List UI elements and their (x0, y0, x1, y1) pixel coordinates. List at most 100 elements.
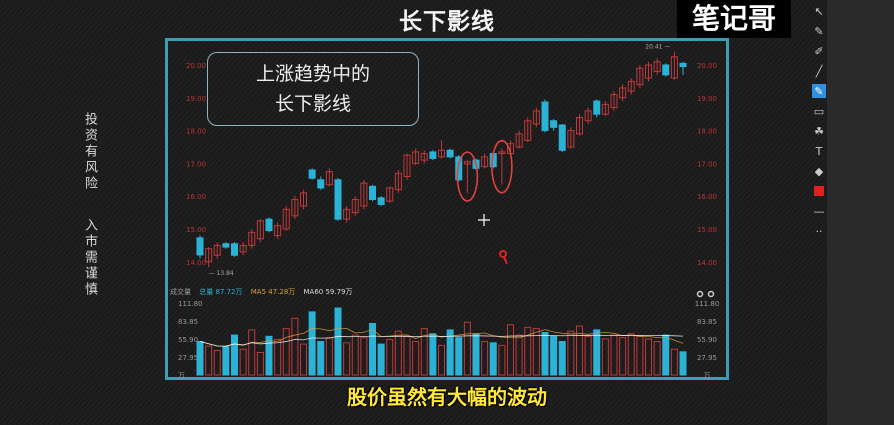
candle-body (679, 62, 687, 68)
price-tick-label: 17.00 (697, 160, 717, 168)
ma5-line (199, 327, 684, 347)
volume-tick-label: 27.95 (697, 354, 717, 362)
candle-body (446, 149, 454, 158)
low-price-label: — 13.84 (209, 270, 234, 277)
candle-body (360, 182, 368, 207)
candle-body (601, 103, 609, 115)
candle-body (593, 100, 601, 115)
subtitle: 股价虽然有大幅的波动 (347, 385, 547, 409)
candle-body (412, 151, 420, 164)
candle-body (662, 64, 670, 76)
volume-bar (679, 351, 687, 376)
ma60-line (199, 334, 684, 347)
highlighter-icon[interactable]: ✎ (812, 84, 826, 98)
candle-body (205, 248, 213, 263)
stroke-width-icon[interactable]: — (813, 204, 825, 218)
candle-body (369, 185, 376, 200)
text-icon[interactable]: T (815, 144, 823, 158)
candle-body (196, 237, 204, 256)
annotation-line2: 长下影线 (274, 93, 351, 115)
volume-bar (446, 329, 454, 376)
logo: 笔记哥 (677, 0, 791, 38)
candle-body (610, 94, 618, 109)
rectangle-icon[interactable]: ▭ (813, 104, 825, 118)
eraser-icon[interactable]: ◆ (814, 164, 824, 178)
volume-bar (239, 348, 247, 376)
volume-bar (601, 338, 609, 376)
price-tick-label: 18.00 (697, 128, 717, 136)
settings-gear-icon (707, 290, 715, 298)
candle-body (325, 171, 333, 186)
candle-body (653, 61, 661, 73)
candle-body (463, 161, 471, 165)
volume-bar (205, 345, 213, 376)
volume-bar (653, 341, 661, 376)
volume-tick-label: 万 (178, 372, 185, 380)
volume-bar (455, 337, 463, 376)
volume-bar (636, 335, 644, 376)
side-warning-2: 入市需谨慎 (82, 218, 97, 298)
volume-bar (282, 328, 290, 376)
price-tick-label: 19.00 (697, 95, 717, 103)
volume-bar (213, 350, 221, 376)
pen-icon[interactable]: ✎ (814, 24, 824, 38)
candle-body (670, 56, 678, 79)
volume-tick-label: 万 (704, 372, 711, 380)
marker-icon[interactable]: ✐ (814, 44, 824, 58)
volume-bar (429, 333, 437, 376)
candle-body (455, 156, 463, 181)
volume-bar (610, 334, 618, 376)
legend-ma60: MA60 59.79万 (303, 288, 353, 296)
candle-body (558, 124, 566, 151)
cursor-icon[interactable]: ↖ (814, 4, 824, 18)
candle-body (334, 179, 342, 220)
legend-ma5: MA5 47.28万 (250, 288, 296, 296)
volume-bar (489, 342, 497, 376)
candle-body (300, 192, 307, 207)
price-tick-label: 20.00 (697, 62, 717, 70)
volume-bar (567, 330, 575, 376)
volume-bar (619, 337, 627, 376)
chart-frame (165, 38, 729, 380)
candle-body (377, 197, 385, 205)
pin-marker-icon (499, 250, 507, 258)
candle-body (308, 169, 316, 179)
volume-bar (274, 339, 282, 376)
volume-legend: 成交量 总量 87.72万 MA5 47.28万 MA60 59.79万 (170, 287, 359, 297)
candle-body (265, 218, 273, 232)
volume-bar (507, 324, 514, 376)
volume-tick-label: 111.80 (178, 300, 203, 308)
candle-body (619, 87, 627, 99)
crosshair-cursor-icon (478, 214, 490, 226)
candle-body (248, 231, 256, 246)
volume-tick-label: 27.95 (178, 354, 198, 362)
candle-body (213, 244, 221, 256)
legend-total: 总量 87.72万 (199, 288, 243, 296)
volume-bar (386, 339, 394, 376)
volume-bar (584, 335, 592, 376)
price-tick-label: 14.00 (186, 259, 206, 267)
price-tick-label: 19.00 (186, 95, 206, 103)
color-swatch-icon[interactable] (812, 184, 826, 198)
price-tick-label: 16.00 (697, 193, 717, 201)
volume-tick-label: 111.80 (695, 300, 720, 308)
line-icon[interactable]: ╱ (815, 64, 823, 78)
more-icon[interactable]: ·· (815, 224, 823, 238)
candle-body (541, 101, 549, 132)
volume-bar (256, 351, 264, 376)
candle-body (386, 187, 394, 202)
volume-bar (498, 344, 506, 376)
candle-body (291, 198, 299, 217)
side-panel (827, 0, 894, 425)
volume-bar (645, 338, 652, 376)
volume-bar (231, 334, 238, 376)
pin-marker-tail (503, 256, 508, 265)
volume-bar (662, 334, 670, 376)
candle-body (498, 151, 506, 155)
volume-bar (222, 346, 230, 376)
candle-body (351, 198, 359, 214)
shapes-icon[interactable]: ☘ (814, 124, 824, 138)
volume-tick-label: 55.90 (178, 336, 198, 344)
volume-bar (196, 341, 204, 376)
candle-body (515, 133, 523, 148)
